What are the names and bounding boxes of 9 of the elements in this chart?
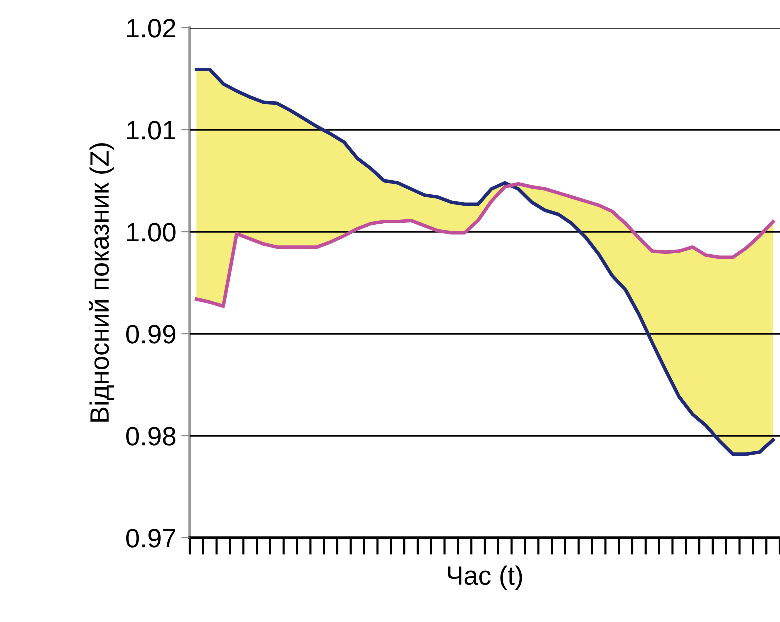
y-tick-label: 1.02: [127, 19, 176, 38]
y-tick-label: 0.97: [126, 529, 176, 548]
x-axis-title: Час (t): [448, 566, 522, 590]
line-series: [194, 182, 776, 308]
y-tick-label: 0.98: [126, 427, 176, 446]
y-tick-label: 1.00: [127, 223, 176, 242]
y-tick-label: 0.99: [126, 325, 176, 344]
y-tick-label: 1.01: [127, 121, 176, 140]
y-axis-title: Відносний показник (Z): [89, 144, 114, 422]
